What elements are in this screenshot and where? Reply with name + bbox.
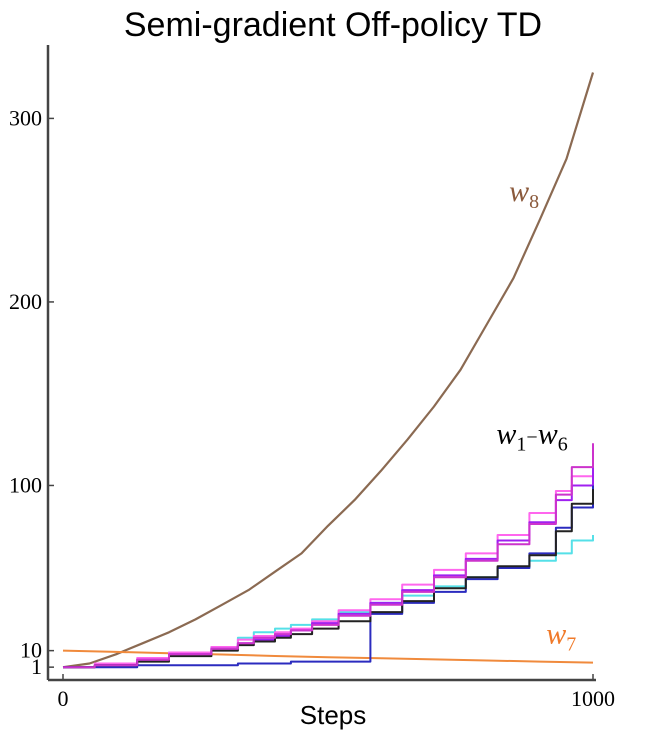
- x-axis-label: Steps: [300, 700, 367, 730]
- series-line-w6: [63, 443, 594, 669]
- series-line-w3: [63, 461, 594, 669]
- x-tick-label: 0: [58, 686, 69, 711]
- x-tick-label: 1000: [571, 686, 615, 711]
- y-tick-label: 300: [9, 105, 42, 130]
- annotation-w1w6: w1−w6: [496, 417, 567, 455]
- series-line-w4: [63, 485, 594, 669]
- plot-area: 110 100 200 300 0 1000 w8 w1−w6 w7: [9, 45, 615, 711]
- series-line-w1: [63, 535, 594, 669]
- y-tick-label: 200: [9, 289, 42, 314]
- annotation-w8: w8: [509, 175, 539, 213]
- annotation-w7: w7: [546, 617, 576, 655]
- chart-title: Semi-gradient Off-policy TD: [124, 6, 542, 44]
- series-line-w2: [63, 452, 594, 669]
- series-line-w5: [63, 489, 594, 669]
- y-tick-label: 100: [9, 472, 42, 497]
- y-tick-label: 1: [31, 654, 42, 679]
- y-tick-label: 10: [20, 638, 42, 663]
- series-line-w7: [62, 649, 594, 664]
- series-line-w8: [62, 72, 595, 669]
